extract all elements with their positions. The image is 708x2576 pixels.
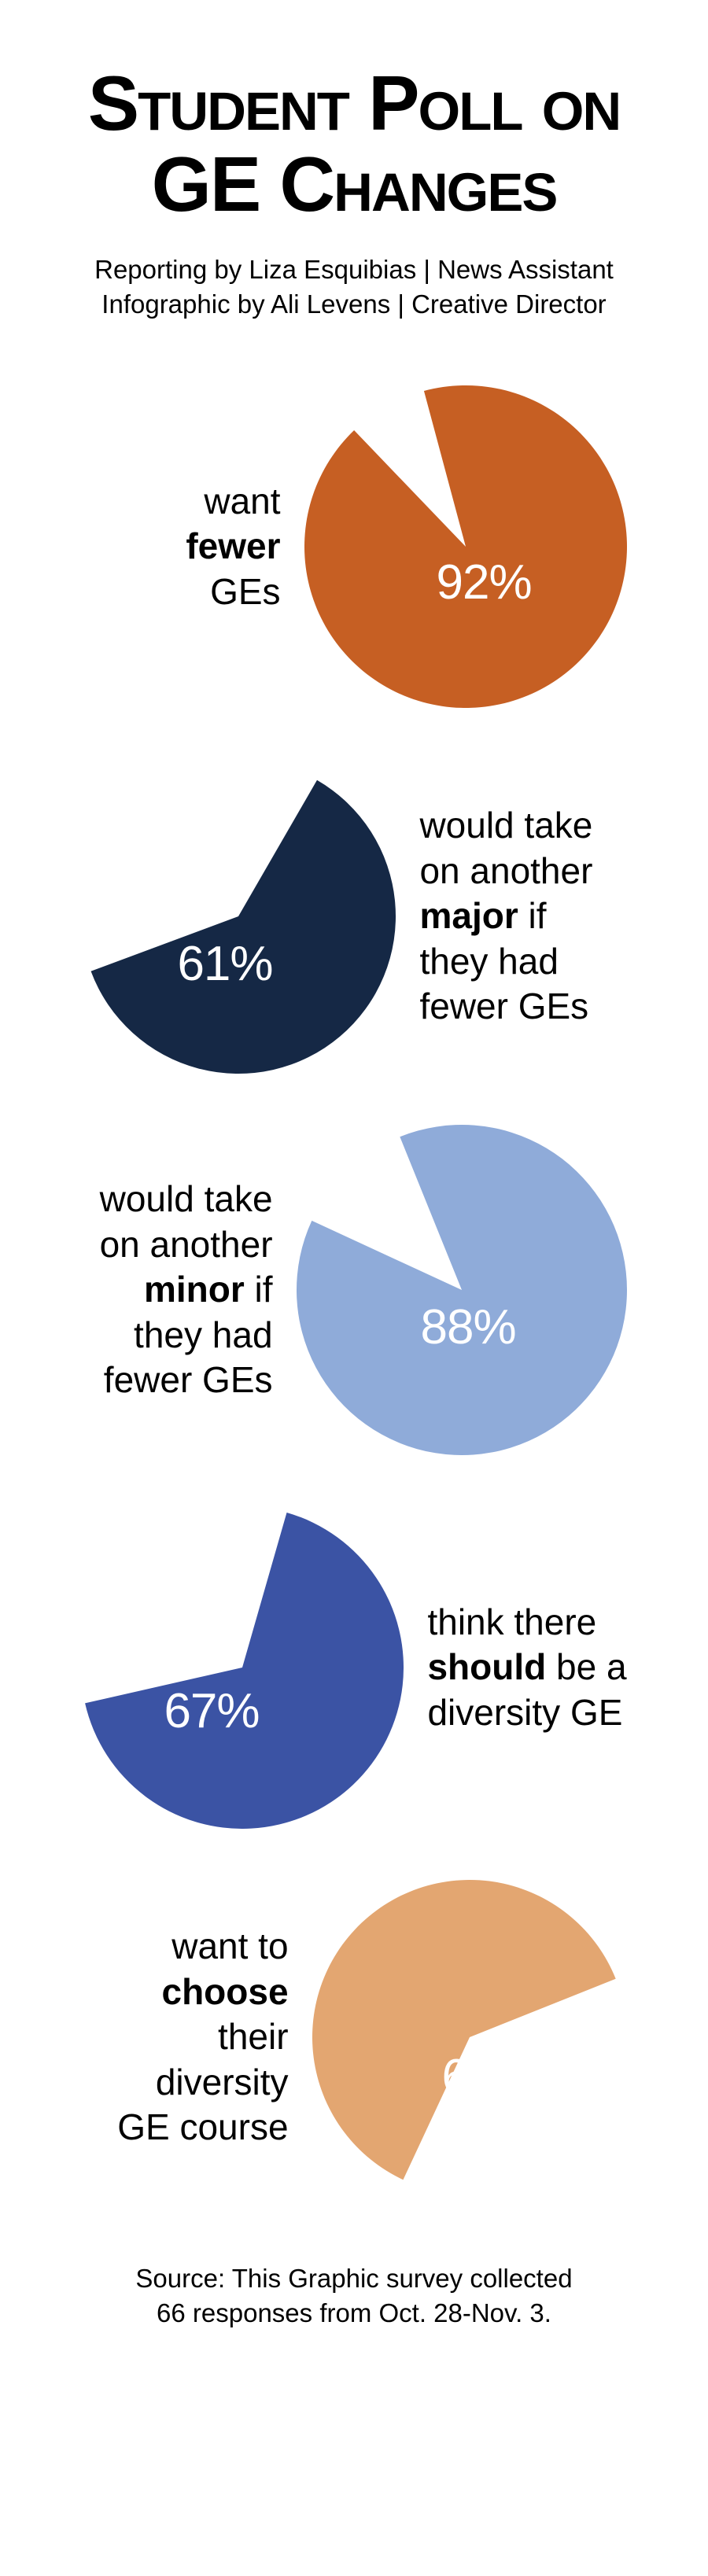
pie-svg [81,759,396,1074]
poll-text: wantfewerGEs [81,479,304,615]
pie-chart: 62% [312,1880,627,2195]
percent-label: 67% [164,1683,259,1739]
pie-chart: 67% [81,1506,404,1829]
poll-text: want tochoosetheirdiversityGE course [81,1924,312,2150]
pie-slice [86,1513,404,1829]
poll-row: think thereshould be adiversity GE 67% [81,1506,626,1829]
source-footer: Source: This Graphic survey collected 66… [135,2261,572,2331]
poll-text: would takeon anothermajor ifthey hadfewe… [396,803,626,1030]
pie-svg [81,1506,404,1829]
title-line-1: Student Poll on [88,60,620,146]
poll-row: wantfewerGEs 92% [81,385,626,708]
pie-chart: 61% [81,759,396,1074]
footer-line-2: 66 responses from Oct. 28-Nov. 3. [157,2298,551,2327]
chart-rows: wantfewerGEs 92% would takeon anothermajor… [81,385,626,2246]
title-line-2: GE Changes [152,141,557,227]
poll-text: would takeon anotherminor ifthey hadfewe… [81,1177,296,1403]
poll-row: would takeon anothermajor ifthey hadfewe… [81,759,626,1074]
pie-chart: 92% [304,385,627,708]
pie-slice [304,385,627,708]
percent-label: 92% [437,555,532,610]
byline-line-1: Reporting by Liza Esquibias | News Assis… [94,255,614,284]
percent-label: 62% [442,2049,537,2105]
pie-svg [297,1125,627,1455]
infographic-container: Student Poll on GE Changes Reporting by … [0,0,708,2379]
pie-slice [91,780,396,1074]
percent-label: 88% [421,1299,516,1355]
poll-text: think thereshould be adiversity GE [404,1600,626,1736]
pie-svg [312,1880,627,2195]
footer-line-1: Source: This Graphic survey collected [135,2264,572,2293]
byline: Reporting by Liza Esquibias | News Assis… [94,252,614,322]
pie-chart: 88% [297,1125,627,1455]
percent-label: 61% [177,936,272,992]
pie-slice [312,1880,616,2180]
poll-row: want tochoosetheirdiversityGE course 62% [81,1880,626,2195]
pie-svg [304,385,627,708]
main-title: Student Poll on GE Changes [88,63,620,225]
pie-slice [297,1125,627,1455]
byline-line-2: Infographic by Ali Levens | Creative Dir… [101,289,606,319]
poll-row: would takeon anotherminor ifthey hadfewe… [81,1125,626,1455]
